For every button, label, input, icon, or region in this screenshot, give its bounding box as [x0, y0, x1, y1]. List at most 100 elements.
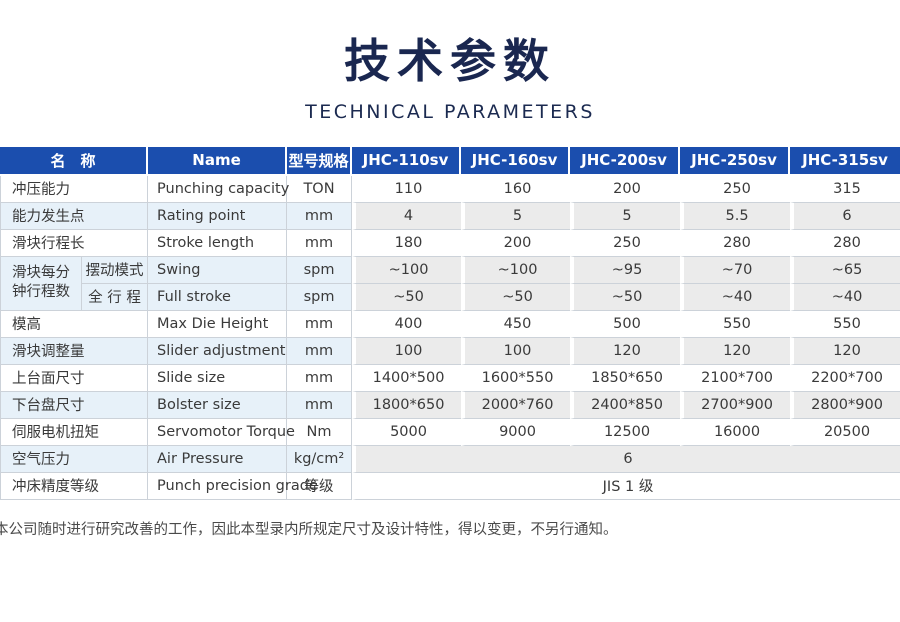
header-model-jhc250: JHC-250sv [680, 146, 791, 176]
cell-value: 110 [352, 175, 462, 203]
cell-value: 550 [680, 310, 791, 338]
row-name-en: Slider adjustment [148, 337, 288, 365]
row-name-en: Punching capacity [148, 175, 289, 203]
row-name-en: Swing [148, 256, 288, 284]
row-name-en: Stroke length [148, 229, 288, 257]
row-unit: kg/cm² [287, 445, 353, 473]
cell-value: 400 [352, 310, 462, 338]
table-row-spm-swing: 滑块每分钟行程数 摆动模式 Swing spm ~100 ~100 ~95 ~7… [0, 256, 900, 311]
cell-value: 450 [461, 310, 571, 338]
row-name-cn: 滑块调整量 [0, 337, 149, 365]
footer-note: 本公司随时进行研究改善的工作，因此本型录内所规定尺寸及设计特性，得以变更，不另行… [0, 521, 618, 538]
cell-value: 6 [790, 202, 900, 230]
cell-value: 9000 [461, 418, 571, 446]
spec-table: 名 称 Name 型号规格 JHC-110sv JHC-160sv JHC-20… [0, 146, 900, 500]
row-name-en: Max Die Height [148, 310, 288, 338]
row-unit: mm [287, 202, 353, 230]
cell-value: 315 [790, 175, 900, 203]
table-row-slide-size: 上台面尺寸 Slide size mm 1400*500 1600*550 18… [0, 364, 900, 392]
header-name-en: Name [148, 146, 288, 176]
row-submode-full-stroke: 全 行 程 [82, 283, 149, 311]
cell-value: 1850*650 [570, 364, 681, 392]
row-name-en: Full stroke [148, 283, 288, 311]
table-row-stroke-length: 滑块行程长 Stroke length mm 180 200 250 280 2… [0, 229, 900, 257]
table-row-servomotor-torque: 伺服电机扭矩 Servomotor Torque Nm 5000 9000 12… [0, 418, 900, 446]
table-row-spm-full-stroke: 全 行 程 Full stroke spm ~50 ~50 ~50 ~40 ~4… [0, 283, 900, 311]
cell-value: ~50 [352, 283, 462, 311]
cell-value: 5.5 [680, 202, 791, 230]
cell-value: 120 [790, 337, 900, 365]
row-name-cn: 滑块行程长 [0, 229, 149, 257]
cell-value: 200 [461, 229, 571, 257]
table-row-rating-point: 能力发生点 Rating point mm 4 5 5 5.5 6 [0, 202, 900, 230]
row-name-en: Punch precision grade [148, 472, 318, 500]
row-name-cn: 滑块每分钟行程数 [0, 256, 82, 311]
header-model-jhc200: JHC-200sv [570, 146, 681, 176]
cell-value: 2400*850 [570, 391, 681, 419]
row-name-cn: 冲床精度等级 [0, 472, 149, 500]
cell-value: 12500 [570, 418, 681, 446]
row-name-en: Air Pressure [148, 445, 288, 473]
row-unit: Nm [287, 418, 353, 446]
row-name-en: Rating point [148, 202, 288, 230]
row-name-en: Slide size [148, 364, 288, 392]
row-unit: mm [287, 229, 353, 257]
row-unit: mm [287, 337, 353, 365]
cell-value: ~95 [570, 256, 681, 284]
cell-value: 2800*900 [790, 391, 900, 419]
cell-value: 550 [790, 310, 900, 338]
header-name-cn: 名 称 [0, 146, 149, 176]
cell-value: 20500 [790, 418, 900, 446]
cell-value: 100 [461, 337, 571, 365]
row-unit: mm [287, 310, 353, 338]
row-name-en: Servomotor Torque [148, 418, 295, 446]
row-name-cn: 能力发生点 [0, 202, 149, 230]
cell-value: 100 [352, 337, 462, 365]
cell-merged-value: 6 [352, 445, 900, 473]
table-row-max-die-height: 模高 Max Die Height mm 400 450 500 550 550 [0, 310, 900, 338]
page-title: 技术参数 [344, 34, 556, 88]
cell-value: 2200*700 [790, 364, 900, 392]
cell-value: 1600*550 [461, 364, 571, 392]
cell-value: 250 [680, 175, 791, 203]
row-unit: mm [287, 364, 353, 392]
header-model-jhc315: JHC-315sv [790, 146, 900, 176]
cell-value: ~70 [680, 256, 791, 284]
cell-value: ~65 [790, 256, 900, 284]
row-name-cn: 模高 [0, 310, 149, 338]
row-name-en: Bolster size [148, 391, 288, 419]
header-model-jhc110: JHC-110sv [352, 146, 462, 176]
row-submode-swing: 摆动模式 [82, 256, 149, 284]
cell-value: 2100*700 [680, 364, 791, 392]
cell-value: 1800*650 [352, 391, 462, 419]
table-header-row: 名 称 Name 型号规格 JHC-110sv JHC-160sv JHC-20… [0, 146, 900, 176]
cell-value: 5 [570, 202, 681, 230]
cell-value: ~40 [680, 283, 791, 311]
cell-value: 250 [570, 229, 681, 257]
row-name-cn: 下台盘尺寸 [0, 391, 149, 419]
cell-value: 120 [680, 337, 791, 365]
cell-value: 280 [790, 229, 900, 257]
cell-value: 500 [570, 310, 681, 338]
cell-value: ~100 [352, 256, 462, 284]
cell-value: 1400*500 [352, 364, 462, 392]
cell-value: 5 [461, 202, 571, 230]
table-row-air-pressure: 空气压力 Air Pressure kg/cm² 6 [0, 445, 900, 473]
row-name-cn: 空气压力 [0, 445, 149, 473]
header-model-jhc160: JHC-160sv [461, 146, 571, 176]
cell-value: ~100 [461, 256, 571, 284]
row-unit: spm [287, 283, 353, 311]
row-unit: 等级 [287, 472, 353, 500]
page-subtitle: TECHNICAL PARAMETERS [305, 100, 595, 123]
row-name-cn: 伺服电机扭矩 [0, 418, 149, 446]
cell-value: 280 [680, 229, 791, 257]
cell-value: 2700*900 [680, 391, 791, 419]
cell-value: 160 [461, 175, 571, 203]
cell-value: 5000 [352, 418, 462, 446]
cell-value: 2000*760 [461, 391, 571, 419]
cell-value: 180 [352, 229, 462, 257]
cell-value: ~40 [790, 283, 900, 311]
table-row-bolster-size: 下台盘尺寸 Bolster size mm 1800*650 2000*760 … [0, 391, 900, 419]
cell-value: ~50 [570, 283, 681, 311]
table-row-punching-capacity: 冲压能力 Punching capacity TON 110 160 200 2… [0, 175, 900, 203]
